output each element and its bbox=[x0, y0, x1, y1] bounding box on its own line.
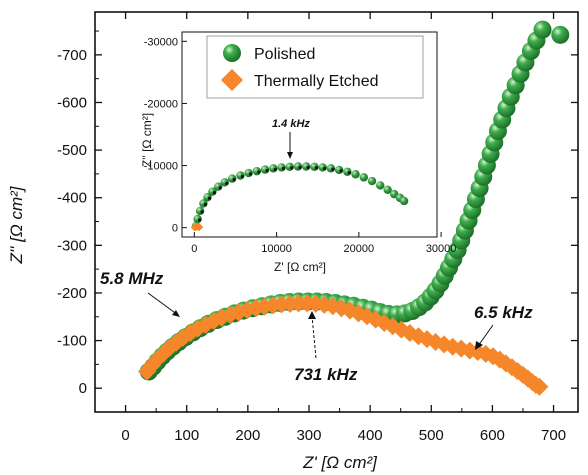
inset-data-point-polished bbox=[383, 185, 392, 194]
y-tick-label: -700 bbox=[57, 47, 87, 64]
annotation-5-8-mhz: 5.8 MHz bbox=[100, 269, 164, 288]
annotation-arrowhead-5-8-mhz bbox=[172, 310, 180, 317]
inset-frame bbox=[181, 31, 438, 238]
annotation-arrow-731-khz bbox=[311, 315, 317, 359]
inset-data-point-polished bbox=[359, 173, 368, 182]
inset-y-tick-label: -20000 bbox=[144, 98, 178, 110]
x-tick-label: 400 bbox=[358, 427, 383, 444]
inset-fit-dot bbox=[200, 210, 204, 214]
legend-label-polished: Polished bbox=[254, 46, 315, 63]
inset-fit-dot bbox=[257, 170, 261, 174]
inset-x-axis-title: Z' [Ω cm²] bbox=[274, 260, 326, 274]
inset-fit-dot bbox=[339, 169, 343, 173]
x-tick-label: 100 bbox=[174, 427, 199, 444]
inset-fit-dot bbox=[249, 172, 253, 176]
inset-fit-dot bbox=[207, 196, 212, 200]
y-tick-label: 0 bbox=[79, 380, 87, 397]
data-point-thermally-etched bbox=[530, 377, 549, 396]
plot-frame bbox=[94, 11, 579, 413]
inset-y-tick-label: 0 bbox=[172, 223, 178, 235]
x-tick-label: 300 bbox=[296, 427, 321, 444]
inset-fit-dot bbox=[232, 178, 236, 182]
inset-fit-dot bbox=[218, 186, 222, 190]
y-tick-label: -400 bbox=[57, 190, 87, 207]
inset-fit-dot bbox=[306, 165, 310, 170]
inset-data-point-thermally-etched bbox=[195, 223, 204, 232]
y-tick-label: -300 bbox=[57, 237, 87, 254]
inset-x-tick-label: 30000 bbox=[426, 243, 457, 255]
inset-fit-dot bbox=[331, 167, 335, 171]
legend-marker-polished bbox=[223, 44, 241, 62]
inset-fit-dot bbox=[298, 165, 302, 170]
inset-fit-dot bbox=[225, 181, 229, 185]
inset-fit-dot bbox=[314, 166, 319, 170]
x-tick-label: 500 bbox=[419, 427, 444, 444]
inset-x-tick-label: 10000 bbox=[261, 243, 292, 255]
inset-data-point-polished bbox=[399, 196, 409, 206]
inset-fit-dot bbox=[273, 167, 277, 171]
inset-fit-dot bbox=[265, 168, 269, 173]
data-point-polished bbox=[551, 25, 570, 44]
y-axis-title: Z'' [Ω cm²] bbox=[7, 185, 26, 264]
inset-annotation-arrowhead bbox=[287, 152, 293, 159]
annotation-arrow-5-8-mhz bbox=[147, 292, 179, 316]
annotation-6-5-khz: 6.5 kHz bbox=[474, 303, 533, 322]
inset-y-tick-label: -10000 bbox=[144, 161, 178, 173]
y-tick-label: -600 bbox=[57, 94, 87, 111]
inset-y-tick-label: -30000 bbox=[144, 36, 178, 48]
legend-marker-thermally-etched bbox=[221, 69, 243, 91]
annotation-arrowhead-6-5-khz bbox=[475, 341, 483, 350]
x-tick-label: 200 bbox=[235, 427, 260, 444]
legend-box bbox=[206, 35, 424, 99]
x-tick-label: 700 bbox=[541, 427, 566, 444]
inset-axis-ticks: 0 10000 20000 30000 0 -10000 -20000 -30000 bbox=[144, 36, 457, 255]
inset-fit-dot bbox=[203, 202, 207, 207]
data-point-thermally-etched bbox=[496, 354, 515, 373]
x-tick-label: 600 bbox=[480, 427, 505, 444]
inset-annotation-1-4-khz: 1.4 kHz bbox=[272, 118, 310, 130]
inset-data-point-polished bbox=[351, 170, 360, 179]
inset-fit-dot bbox=[240, 174, 245, 179]
annotation-arrowhead-731-khz bbox=[308, 311, 316, 319]
y-tick-label: -500 bbox=[57, 142, 87, 159]
data-point-polished bbox=[533, 20, 552, 39]
inset-fit-dot bbox=[281, 166, 286, 171]
inset-fit-dot bbox=[212, 191, 217, 195]
inset-x-tick-label: 20000 bbox=[344, 243, 375, 255]
y-tick-label: -100 bbox=[57, 333, 87, 350]
x-tick-label: 0 bbox=[121, 427, 129, 444]
y-tick-label: -200 bbox=[57, 285, 87, 302]
inset-x-tick-label: 0 bbox=[191, 243, 197, 255]
inset-series bbox=[190, 162, 409, 232]
legend-label-thermally-etched: Thermally Etched bbox=[254, 73, 379, 90]
inset-data-point-polished bbox=[367, 176, 377, 186]
main-axis-ticks: 0 100 200 300 400 500 600 700 0 -100 -200 -300 -400 -… bbox=[57, 12, 578, 444]
inset-fit-dot bbox=[323, 166, 327, 171]
inset-fit-dot bbox=[290, 166, 294, 170]
inset-y-axis-title: Z'' [Ω cm²] bbox=[140, 113, 154, 167]
inset-fit-dot bbox=[198, 218, 202, 222]
inset-chart: 0 10000 20000 30000 0 -10000 -20000 -30000 Z' [… bbox=[140, 20, 456, 274]
annotation-arrow-6-5-khz bbox=[477, 324, 494, 347]
thermally-etched-series bbox=[137, 294, 549, 396]
inset-data-point-polished bbox=[376, 181, 385, 190]
annotation-731-khz: 731 kHz bbox=[294, 365, 358, 384]
inset-fit-dot bbox=[347, 171, 351, 175]
x-axis-title: Z' [Ω cm²] bbox=[302, 453, 378, 472]
